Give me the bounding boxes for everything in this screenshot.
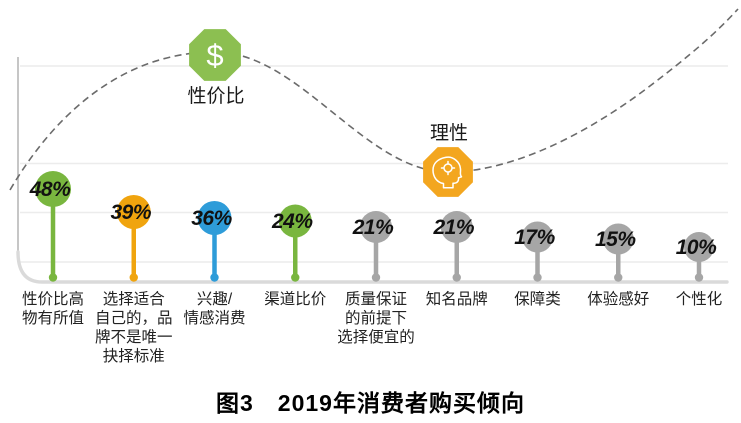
lollipop-base-dot xyxy=(371,273,381,282)
category-label: 知名品牌 xyxy=(425,291,488,308)
lollipop-series: 48% 39% 36% 24% 21% 21% 17% 15% 10% xyxy=(29,171,718,282)
category-label: 选择适合 自己的，品 牌不是唯一 抉择标准 xyxy=(94,291,173,365)
value-for-money-badge: $ 性价比 xyxy=(187,29,245,107)
lollipop-head xyxy=(197,201,232,235)
rational-badge: 理性 xyxy=(423,122,473,197)
lollipop-head xyxy=(684,232,714,262)
lollipop-head xyxy=(116,195,151,229)
category-label: 保障类 xyxy=(514,291,561,308)
value-label: 15% xyxy=(595,228,636,251)
lollipop-head xyxy=(602,223,634,255)
lollipop-base-dot xyxy=(614,273,623,282)
value-label: 39% xyxy=(110,201,151,224)
x-axis-baseline xyxy=(16,250,729,284)
value-label: 10% xyxy=(676,236,717,259)
lollipop-head xyxy=(360,211,392,243)
lollipop-marker: 21% xyxy=(352,211,395,282)
category-label: 渠道比价 xyxy=(264,291,327,308)
value-label: 48% xyxy=(29,178,71,201)
figure-title: 图3 2019年消费者购买倾向 xyxy=(216,390,525,416)
lollipop-marker: 39% xyxy=(110,195,152,282)
lollipop-base-dot xyxy=(533,273,542,282)
lollipop-head xyxy=(35,171,71,207)
lollipop-base-dot xyxy=(48,273,58,282)
category-label: 个性化 xyxy=(675,291,723,308)
lollipop-base-dot xyxy=(291,273,300,282)
lollipop-head xyxy=(278,204,312,238)
chart-canvas: 48% 39% 36% 24% 21% 21% 17% 15% 10% $ 性价比 理性 xyxy=(9,8,739,284)
value-label: 24% xyxy=(271,210,313,233)
trend-dashed-curve xyxy=(9,8,739,191)
category-label: 质量保证 的前提下 选择便宜的 xyxy=(337,291,415,346)
lollipop-head xyxy=(522,221,553,253)
lollipop-marker: 10% xyxy=(676,232,718,282)
value-for-money-label: 性价比 xyxy=(187,85,244,107)
lollipop-marker: 24% xyxy=(271,204,314,282)
lollipop-base-dot xyxy=(694,273,704,282)
lollipop-base-dot xyxy=(210,273,219,282)
lollipop-marker: 36% xyxy=(191,201,233,282)
head-profile-glyph xyxy=(432,156,463,189)
lollipop-base-dot xyxy=(129,273,138,282)
category-label: 性价比高 物有所值 xyxy=(21,291,84,327)
category-label: 兴趣/ 情感消费 xyxy=(183,291,246,327)
category-label: 体验感好 xyxy=(587,291,650,308)
lollipop-head xyxy=(440,211,473,243)
value-label: 21% xyxy=(432,216,474,239)
lollipop-base-dot xyxy=(452,273,461,282)
value-label: 17% xyxy=(514,226,555,249)
lollipop-marker: 17% xyxy=(514,221,556,282)
value-label: 36% xyxy=(191,207,232,230)
lollipop-marker: 15% xyxy=(595,223,637,282)
lollipop-marker: 21% xyxy=(432,211,475,282)
rational-label: 理性 xyxy=(430,122,468,144)
dollar-sign-octagon-icon xyxy=(189,29,241,81)
value-label: 21% xyxy=(352,216,394,239)
dollar-glyph: $ xyxy=(206,38,223,73)
lollipop-marker: 48% xyxy=(29,171,72,282)
